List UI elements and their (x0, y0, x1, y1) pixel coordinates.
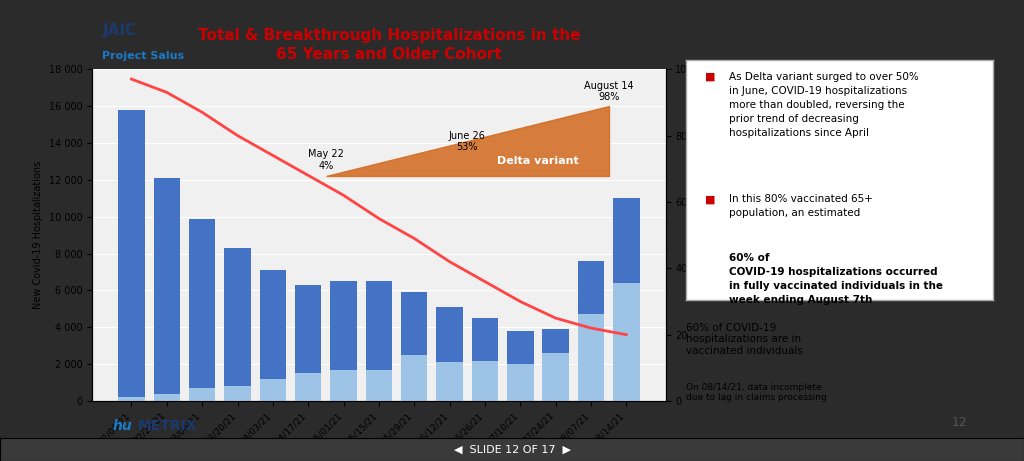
Unvaccinated % in 65+ in US (CDC) (514, 299, 526, 304)
Text: As Delta variant surged to over 50%
in June, COVID-19 hospitalizations
more than: As Delta variant surged to over 50% in J… (729, 72, 919, 138)
Bar (543, 353, 569, 401)
Y-axis label: New Covid-19 Hospitalizations: New Covid-19 Hospitalizations (33, 161, 43, 309)
Text: ■: ■ (705, 72, 715, 82)
Text: JAIC: JAIC (102, 23, 136, 38)
Unvaccinated % in 65+ in US (CDC) (196, 110, 208, 115)
Bar (154, 178, 180, 401)
Bar (154, 394, 180, 401)
Bar (118, 110, 144, 401)
Unvaccinated % in 65+ in US (CDC) (231, 133, 244, 138)
Polygon shape (326, 106, 608, 176)
Text: METRIX: METRIX (138, 420, 198, 433)
Text: August 14
98%: August 14 98% (584, 81, 634, 102)
Text: ◀  SLIDE 12 OF 17  ▶: ◀ SLIDE 12 OF 17 ▶ (454, 444, 570, 455)
Bar (613, 283, 640, 401)
Bar (507, 364, 534, 401)
Bar (188, 219, 215, 401)
Bar (543, 329, 569, 401)
Text: 60% of
COVID-19 hospitalizations occurred
in fully vaccinated individuals in the: 60% of COVID-19 hospitalizations occurre… (729, 253, 943, 305)
Unvaccinated % in 65+ in US (CDC) (266, 153, 279, 158)
X-axis label: Covid-19 Hospitalizations Week Ending: Covid-19 Hospitalizations Week Ending (270, 451, 487, 461)
Unvaccinated % in 65+ in US (CDC) (409, 236, 421, 241)
Bar (224, 248, 251, 401)
Text: 60% of COVID-19
hospitalizations are in
vaccinated individuals: 60% of COVID-19 hospitalizations are in … (686, 323, 803, 356)
Bar (436, 307, 463, 401)
Bar (613, 198, 640, 401)
Bar (401, 292, 427, 401)
Text: hu: hu (113, 420, 132, 433)
Text: Total & Breakthrough Hospitalizations in the
65 Years and Older Cohort: Total & Breakthrough Hospitalizations in… (198, 28, 581, 62)
Bar (331, 281, 356, 401)
Text: In this 80% vaccinated 65+
population, an estimated: In this 80% vaccinated 65+ population, a… (729, 194, 873, 218)
Bar (295, 285, 322, 401)
Bar (224, 386, 251, 401)
Bar (472, 361, 498, 401)
Line: Unvaccinated % in 65+ in US (CDC): Unvaccinated % in 65+ in US (CDC) (131, 79, 627, 335)
Unvaccinated % in 65+ in US (CDC) (443, 259, 456, 265)
Unvaccinated % in 65+ in US (CDC) (479, 279, 492, 284)
Bar (472, 318, 498, 401)
Text: Project Salus: Project Salus (102, 51, 184, 61)
Text: On 08/14/21, data incomplete
due to lag in claims processing: On 08/14/21, data incomplete due to lag … (686, 383, 826, 402)
Unvaccinated % in 65+ in US (CDC) (161, 89, 173, 95)
Bar (118, 397, 144, 401)
Unvaccinated % in 65+ in US (CDC) (373, 216, 385, 221)
Text: ■: ■ (705, 194, 715, 204)
Bar (401, 355, 427, 401)
Unvaccinated % in 65+ in US (CDC) (621, 332, 633, 337)
Bar (507, 331, 534, 401)
Text: Delta variant: Delta variant (497, 156, 579, 166)
Unvaccinated % in 65+ in US (CDC) (125, 77, 137, 82)
Unvaccinated % in 65+ in US (CDC) (337, 193, 349, 198)
Bar (366, 281, 392, 401)
Unvaccinated % in 65+ in US (CDC) (550, 315, 562, 321)
Text: June 26
53%: June 26 53% (449, 130, 485, 152)
Bar (260, 379, 286, 401)
Unvaccinated % in 65+ in US (CDC) (585, 325, 597, 331)
Unvaccinated % in 65+ in US (CDC) (302, 172, 314, 178)
Y-axis label: Percent Unvaccinated: Percent Unvaccinated (699, 182, 710, 289)
Bar (366, 370, 392, 401)
Text: 12: 12 (952, 416, 968, 429)
Bar (436, 362, 463, 401)
Bar (260, 270, 286, 401)
Text: May 22
4%: May 22 4% (308, 149, 344, 171)
Bar (331, 370, 356, 401)
Bar (578, 261, 604, 401)
Bar (188, 388, 215, 401)
Bar (578, 314, 604, 401)
Bar (295, 373, 322, 401)
